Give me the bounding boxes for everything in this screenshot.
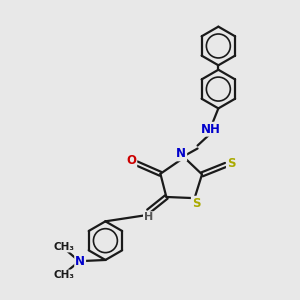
Text: S: S	[192, 197, 200, 210]
Text: N: N	[176, 147, 186, 161]
Text: O: O	[126, 154, 136, 167]
Text: S: S	[227, 157, 236, 170]
Text: CH₃: CH₃	[53, 242, 74, 252]
Text: NH: NH	[201, 123, 221, 136]
Text: N: N	[75, 255, 85, 268]
Text: H: H	[144, 212, 153, 222]
Text: CH₃: CH₃	[53, 270, 74, 280]
